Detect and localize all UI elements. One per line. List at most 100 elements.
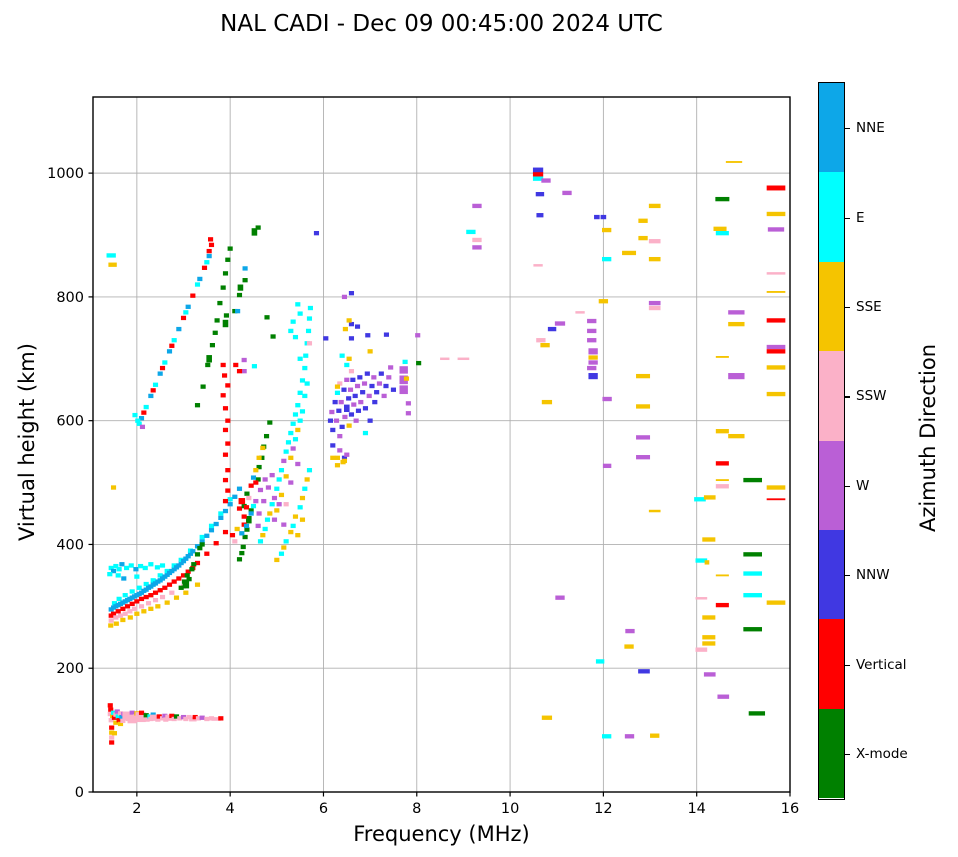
echo-point xyxy=(250,503,257,509)
echo-point xyxy=(253,498,259,504)
echo-point xyxy=(159,365,166,371)
echo-point xyxy=(148,562,154,567)
echo-point xyxy=(348,336,355,341)
echo-point xyxy=(232,539,238,544)
echo-point xyxy=(288,430,294,436)
echo-point xyxy=(281,458,287,464)
echo-point xyxy=(246,495,252,501)
echo-point xyxy=(222,427,229,433)
echo-point xyxy=(766,498,786,501)
echo-point xyxy=(536,338,546,343)
echo-point xyxy=(337,448,343,453)
echo-point xyxy=(292,437,299,442)
echo-point xyxy=(225,441,231,446)
echo-point xyxy=(276,477,282,482)
echo-point xyxy=(218,716,224,721)
echo-point xyxy=(307,305,313,311)
echo-point xyxy=(466,229,476,235)
echo-point xyxy=(191,562,197,567)
echo-point xyxy=(246,515,252,524)
echo-point xyxy=(260,445,266,451)
echo-point xyxy=(259,455,265,460)
echo-point xyxy=(115,609,121,614)
echo-point xyxy=(715,574,729,577)
echo-point xyxy=(208,528,215,533)
echo-point xyxy=(457,357,470,361)
echo-point xyxy=(109,725,115,730)
echo-point xyxy=(177,716,183,721)
echo-point xyxy=(357,375,363,380)
echo-point xyxy=(532,167,544,173)
echo-point xyxy=(128,563,134,568)
echo-point xyxy=(227,502,233,507)
echo-point xyxy=(704,560,710,565)
echo-point xyxy=(119,714,125,720)
echo-point xyxy=(213,541,219,546)
echo-point xyxy=(173,595,180,600)
echo-point xyxy=(111,601,118,606)
echo-point xyxy=(248,511,254,516)
echo-point xyxy=(113,720,119,725)
echo-point xyxy=(271,495,278,501)
echo-point xyxy=(306,468,313,473)
x-tick-label: 16 xyxy=(781,801,799,817)
echo-point xyxy=(180,558,187,564)
echo-point xyxy=(440,357,450,361)
echo-point xyxy=(132,412,138,418)
echo-point xyxy=(299,378,306,383)
echo-point xyxy=(541,178,551,183)
echo-point xyxy=(209,343,215,348)
echo-point xyxy=(541,715,553,720)
echo-point xyxy=(295,302,301,307)
echo-point xyxy=(115,573,121,578)
echo-point xyxy=(303,353,309,358)
echo-point xyxy=(743,552,763,557)
echo-point xyxy=(184,573,190,578)
echo-point xyxy=(535,191,545,197)
echo-point xyxy=(264,517,271,522)
echo-point xyxy=(199,534,205,540)
echo-point xyxy=(225,418,231,423)
echo-point xyxy=(339,353,345,358)
echo-point xyxy=(194,552,201,557)
echo-point xyxy=(330,455,336,460)
echo-point xyxy=(648,300,661,306)
colorbar-segment-nnw xyxy=(819,529,844,620)
echo-point xyxy=(182,580,190,589)
echo-point xyxy=(169,713,175,719)
echo-point xyxy=(265,485,271,490)
echo-point xyxy=(171,579,177,584)
echo-point xyxy=(264,315,270,320)
echo-point xyxy=(334,384,341,389)
colorbar-tick-label-x-mode: X-mode xyxy=(856,745,908,762)
echo-point xyxy=(766,318,786,323)
echo-point xyxy=(702,641,716,646)
echo-point xyxy=(288,480,294,485)
echo-point xyxy=(113,615,119,620)
echo-point xyxy=(143,594,149,600)
echo-point xyxy=(214,318,220,323)
echo-point xyxy=(536,213,544,218)
echo-point xyxy=(344,377,350,382)
echo-point xyxy=(372,399,378,405)
echo-point xyxy=(194,560,201,566)
echo-point xyxy=(332,399,338,405)
echo-point xyxy=(199,539,205,544)
echo-point xyxy=(292,412,299,417)
echo-point xyxy=(348,412,355,417)
echo-point xyxy=(142,565,148,571)
echo-point xyxy=(236,557,243,562)
echo-point xyxy=(120,617,126,623)
echo-point xyxy=(129,710,135,715)
echo-point xyxy=(278,551,285,556)
echo-point xyxy=(107,571,113,577)
echo-point xyxy=(602,396,612,402)
echo-point xyxy=(358,399,364,405)
echo-point xyxy=(120,718,126,723)
echo-point xyxy=(176,563,182,568)
echo-point xyxy=(390,387,397,392)
echo-point xyxy=(601,734,612,739)
echo-point xyxy=(108,623,114,628)
echo-point xyxy=(766,485,786,490)
echo-point xyxy=(218,511,224,516)
